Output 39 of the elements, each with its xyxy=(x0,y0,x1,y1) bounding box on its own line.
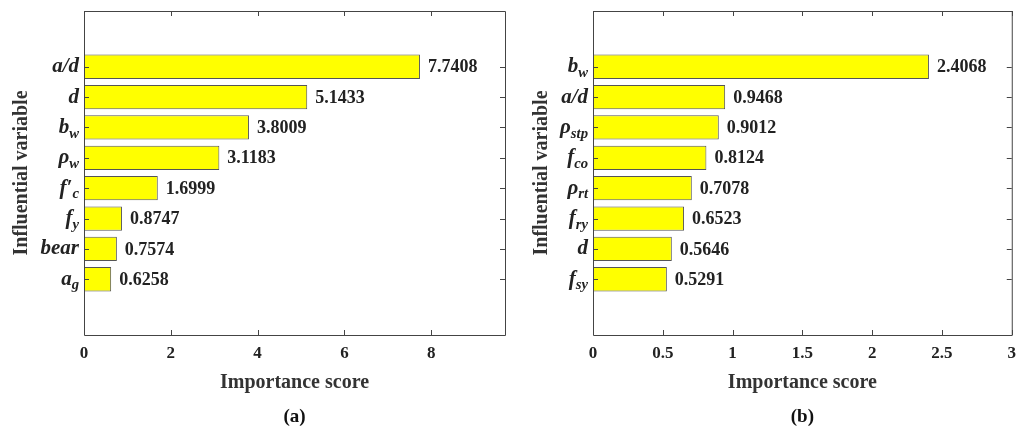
x-tick-label: 1.5 xyxy=(791,342,813,362)
data-label: 0.8124 xyxy=(714,147,764,168)
x-tick-label: 8 xyxy=(426,342,436,362)
x-axis-title: Importance score xyxy=(219,370,370,394)
x-tick-label: 0 xyxy=(588,342,598,362)
x-tick-label: 0.5 xyxy=(652,342,674,362)
data-label: 3.8009 xyxy=(256,117,307,138)
y-tick-label: a/d xyxy=(561,83,589,108)
y-axis-title: Influential variable xyxy=(529,90,552,256)
data-label: 0.5291 xyxy=(674,268,725,289)
data-label: 0.7574 xyxy=(124,238,175,259)
y-tick-label: d xyxy=(68,83,80,108)
x-tick-label: 1 xyxy=(728,342,737,362)
data-label: 1.6999 xyxy=(165,177,216,198)
data-label: 0.8747 xyxy=(129,208,180,229)
x-tick-label: 3 xyxy=(1007,342,1016,362)
x-tick-label: 0 xyxy=(79,342,89,362)
y-tick-label: a/d xyxy=(52,53,80,78)
x-tick-label: 2.5 xyxy=(931,342,953,362)
x-tick-label: 6 xyxy=(340,342,349,362)
data-label: 0.7078 xyxy=(699,177,750,198)
data-label: 0.6258 xyxy=(119,268,169,289)
data-label: 5.1433 xyxy=(315,86,365,107)
data-label: 0.6523 xyxy=(692,208,742,229)
y-tick-label: bear xyxy=(40,235,80,260)
data-label: 0.9468 xyxy=(733,86,783,107)
data-label: 3.1183 xyxy=(227,147,276,168)
x-tick-label: 4 xyxy=(253,342,263,362)
data-label: 2.4068 xyxy=(936,56,987,77)
x-tick-label: 2 xyxy=(166,342,176,362)
data-label: 7.7408 xyxy=(427,56,478,77)
data-label: 0.9012 xyxy=(726,117,777,138)
data-label: 0.5646 xyxy=(679,238,730,259)
text: (a) xyxy=(283,404,306,427)
y-tick-label: d xyxy=(577,235,589,260)
text: (b) xyxy=(790,404,814,427)
y-axis-title: Influential variable xyxy=(9,90,32,256)
x-axis-title: Importance score xyxy=(727,370,878,394)
x-tick-label: 2 xyxy=(867,342,877,362)
